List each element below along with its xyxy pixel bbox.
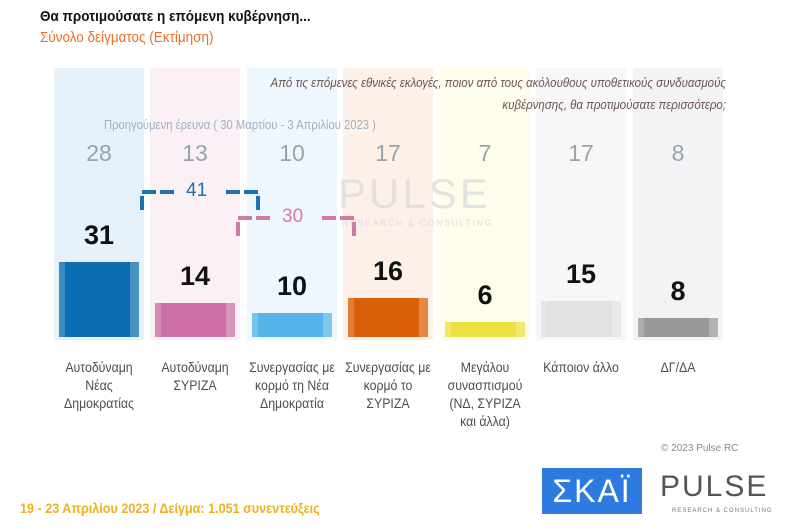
bar-value-label: 6 [477,280,493,311]
category-label: Αυτοδύναμη Νέας Δημοκρατίας [64,359,134,411]
bar-value-label: 8 [670,275,686,306]
watermark-logo: PULSE [338,170,491,217]
category-label: Κάποιον άλλο [543,359,619,375]
bar [348,298,428,337]
bar [638,317,718,337]
previous-value: 10 [279,140,305,166]
column-background [247,68,337,340]
bar [155,303,235,337]
bar-value-label: 10 [276,270,308,301]
bar [252,312,332,337]
previous-value: 17 [375,140,401,166]
category-label: Συνεργασίας με κορμό τη Νέα Δημοκρατία [249,359,335,411]
bracket-value: 30 [282,206,304,227]
watermark-sub: RESEARCH & CONSULTING [342,218,493,228]
category-label: Αυτοδύναμη ΣΥΡΙΖΑ [161,359,229,393]
chart-title: Θα προτιμούσατε η επόμενη κυβέρνηση... [40,8,311,25]
bar-value-label: 31 [83,219,115,250]
footer-sample-info: 19 - 23 Απριλίου 2023 / Δείγμα: 1.051 συ… [20,500,320,516]
skai-logo: ΣΚΑΪ [542,468,642,514]
bar [541,300,621,337]
copyright: © 2023 Pulse RC [661,443,739,454]
survey-question: Από τις επόμενες εθνικές εκλογές, ποιον … [270,76,726,112]
column-background [536,68,626,340]
category-label: Συνεργασίας με κορμό το ΣΥΡΙΖΑ [345,359,431,411]
pulse-logo-sub: RESEARCH & CONSULTING [672,508,773,514]
chart-subtitle: Σύνολο δείγματος (Εκτίμηση) [40,29,214,46]
bar-value-label: 16 [372,256,404,287]
column-background [633,68,723,340]
column-background [343,68,433,340]
bar-value-label: 14 [179,261,211,292]
bar [445,322,525,337]
column-background [440,68,530,340]
previous-value: 7 [478,140,492,166]
bar [59,261,139,337]
previous-value: 13 [182,140,208,166]
bar-value-label: 15 [565,258,597,289]
previous-value: 28 [86,140,112,166]
column-background [150,68,240,340]
previous-value: 8 [671,140,685,166]
pulse-logo: PULSE [660,470,769,503]
category-label: ΔΓ/ΔΑ [660,359,696,375]
bracket-value: 41 [186,180,208,201]
previous-survey-label: Προηγούμενη έρευνα ( 30 Μαρτίου - 3 Απρι… [104,118,376,132]
category-label: Μεγάλου συνασπισμού (ΝΔ, ΣΥΡΙΖΑ και άλλα… [447,359,523,429]
previous-value: 17 [568,140,594,166]
